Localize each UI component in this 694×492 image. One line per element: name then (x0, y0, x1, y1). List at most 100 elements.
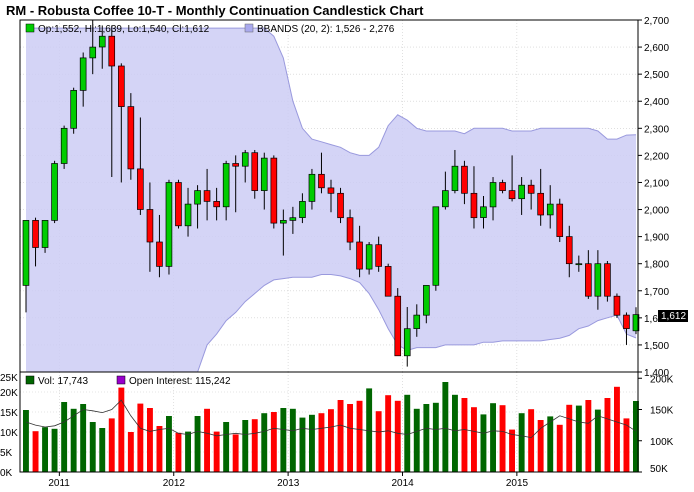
chart-title: RM - Robusta Coffee 10-T - Monthly Conti… (6, 3, 424, 18)
candle (260, 152, 268, 210)
candle-body (327, 187, 335, 194)
volume-bar (413, 408, 420, 472)
candle-body (213, 201, 220, 208)
volume-left-tick: 15K (0, 408, 18, 419)
candle (442, 171, 449, 210)
volume-legend: Vol: 17,743 Open Interest: 115,242 (25, 375, 231, 387)
candle (384, 263, 392, 297)
candle (489, 177, 497, 221)
candle-body (432, 206, 440, 286)
candle (537, 168, 544, 226)
candle (127, 93, 135, 180)
volume-bar (623, 418, 630, 472)
volume-bar (23, 410, 29, 472)
candle (413, 304, 421, 337)
volume-left-tick: 10K (0, 428, 18, 439)
volume-bar (480, 414, 487, 472)
candle-body (604, 263, 611, 297)
candle-body (118, 65, 125, 107)
volume-bar (213, 431, 220, 472)
candle-body (565, 236, 573, 265)
candle (60, 125, 68, 169)
volume-left-tick: 5K (0, 448, 13, 459)
bbands-legend-label: BBANDS (20, 2): 1,526 - 2,276 (257, 24, 395, 35)
candle-body (79, 57, 87, 91)
candle-body (356, 241, 363, 270)
candle-body (613, 295, 621, 316)
volume-bar (32, 431, 39, 472)
oi-tick-label: 150K (650, 406, 674, 417)
candle-body (318, 173, 325, 189)
candle (423, 285, 430, 324)
price-tick-label: 1,600 (644, 314, 669, 325)
candle (289, 206, 297, 234)
volume-bar (471, 407, 477, 472)
price-tick-label: 1,700 (644, 287, 669, 298)
price-tick-label: 2,300 (644, 124, 669, 135)
candle (89, 20, 97, 75)
x-axis: 2011 2012 2013 2014 2015 (48, 472, 529, 489)
price-tick-label: 2,500 (644, 70, 669, 81)
candle-body (461, 165, 468, 194)
candle (241, 149, 249, 183)
candles-group (22, 20, 640, 367)
price-tick-label: 2,600 (644, 43, 669, 54)
last-price-box (658, 310, 688, 322)
price-tick-label: 1,400 (644, 368, 669, 379)
volume-bar (328, 409, 334, 472)
candle-body (60, 127, 68, 164)
candle (403, 307, 411, 367)
candle (346, 209, 354, 251)
volume-bar (537, 420, 544, 472)
candle (308, 168, 316, 210)
candle-body (413, 314, 421, 329)
candle-body (137, 168, 144, 210)
volume-bar (594, 409, 601, 472)
volume-bar (356, 400, 363, 472)
volume-bar (61, 402, 68, 472)
ohlc-legend-swatch (25, 23, 35, 33)
band-lower-line (197, 274, 637, 373)
candle-body (384, 266, 392, 297)
volume-bar (270, 412, 277, 472)
candle (251, 149, 259, 199)
candle-body (70, 90, 77, 129)
candle (32, 217, 39, 267)
price-tick-label: 2,200 (644, 151, 669, 162)
candle-body (241, 152, 249, 167)
volume-bar (394, 400, 401, 472)
candle-body (51, 163, 58, 221)
candle-body (270, 157, 278, 224)
volume-bar (461, 398, 468, 472)
candle-body (146, 209, 154, 243)
volume-bar (289, 408, 296, 472)
volume-bar (556, 424, 563, 472)
volume-legend-label: Vol: 17,743 (38, 376, 88, 387)
volume-bar (127, 432, 134, 472)
candle-body (537, 192, 544, 216)
candle (623, 312, 630, 345)
x-tick-label: 2012 (163, 478, 186, 489)
volume-bar (585, 400, 592, 472)
price-tick-label: 1,900 (644, 233, 669, 244)
volume-bar (80, 404, 87, 472)
candle (165, 179, 173, 275)
volume-bar (633, 401, 639, 472)
candle-body (308, 173, 316, 202)
volume-bar (70, 408, 77, 472)
price-tick-label: 1,800 (644, 260, 669, 271)
candle (118, 63, 125, 183)
candle-body (41, 220, 49, 248)
candle-body (546, 203, 554, 216)
candle-body (32, 220, 39, 248)
candle-body (375, 244, 382, 267)
candle-body (451, 165, 459, 191)
candle-body (108, 35, 116, 67)
volume-left-tick: 20K (0, 388, 18, 399)
candle-body (585, 263, 592, 297)
volume-bar (499, 405, 506, 472)
candle (108, 25, 116, 178)
candle-body (222, 163, 230, 208)
candle (546, 185, 554, 229)
